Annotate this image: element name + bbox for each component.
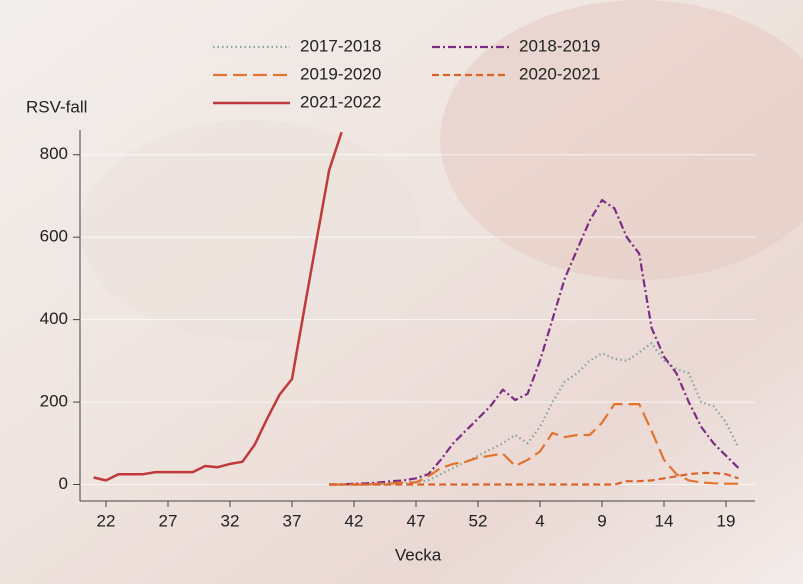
x-tick-label: 27 [159,511,178,530]
legend-label: 2018-2019 [519,36,600,55]
legend-label: 2017-2018 [300,36,381,55]
x-tick-label: 19 [717,511,736,530]
x-tick-label: 22 [97,511,116,530]
y-tick-label: 200 [40,392,68,411]
x-tick-label: 32 [221,511,240,530]
series-line [329,199,740,486]
legend-label: 2019-2020 [300,64,381,83]
x-axis-label: Vecka [395,545,442,564]
x-tick-label: 42 [345,511,364,530]
y-tick-label: 600 [40,227,68,246]
legend-label: 2021-2022 [300,92,381,111]
series-line [329,403,739,486]
x-tick-label: 4 [535,511,544,530]
x-tick-label: 14 [655,511,674,530]
x-tick-label: 9 [597,511,606,530]
background-shape [440,0,803,280]
background-shape [80,120,420,340]
series-line [329,471,739,486]
x-tick-label: 52 [469,511,488,530]
x-tick-label: 37 [283,511,302,530]
x-tick-label: 47 [407,511,426,530]
y-tick-label: 800 [40,144,68,163]
legend-label: 2020-2021 [519,64,600,83]
y-tick-label: 0 [59,474,68,493]
series-line [93,131,343,482]
y-tick-label: 400 [40,309,68,328]
y-axis-label: RSV-fall [26,97,87,116]
